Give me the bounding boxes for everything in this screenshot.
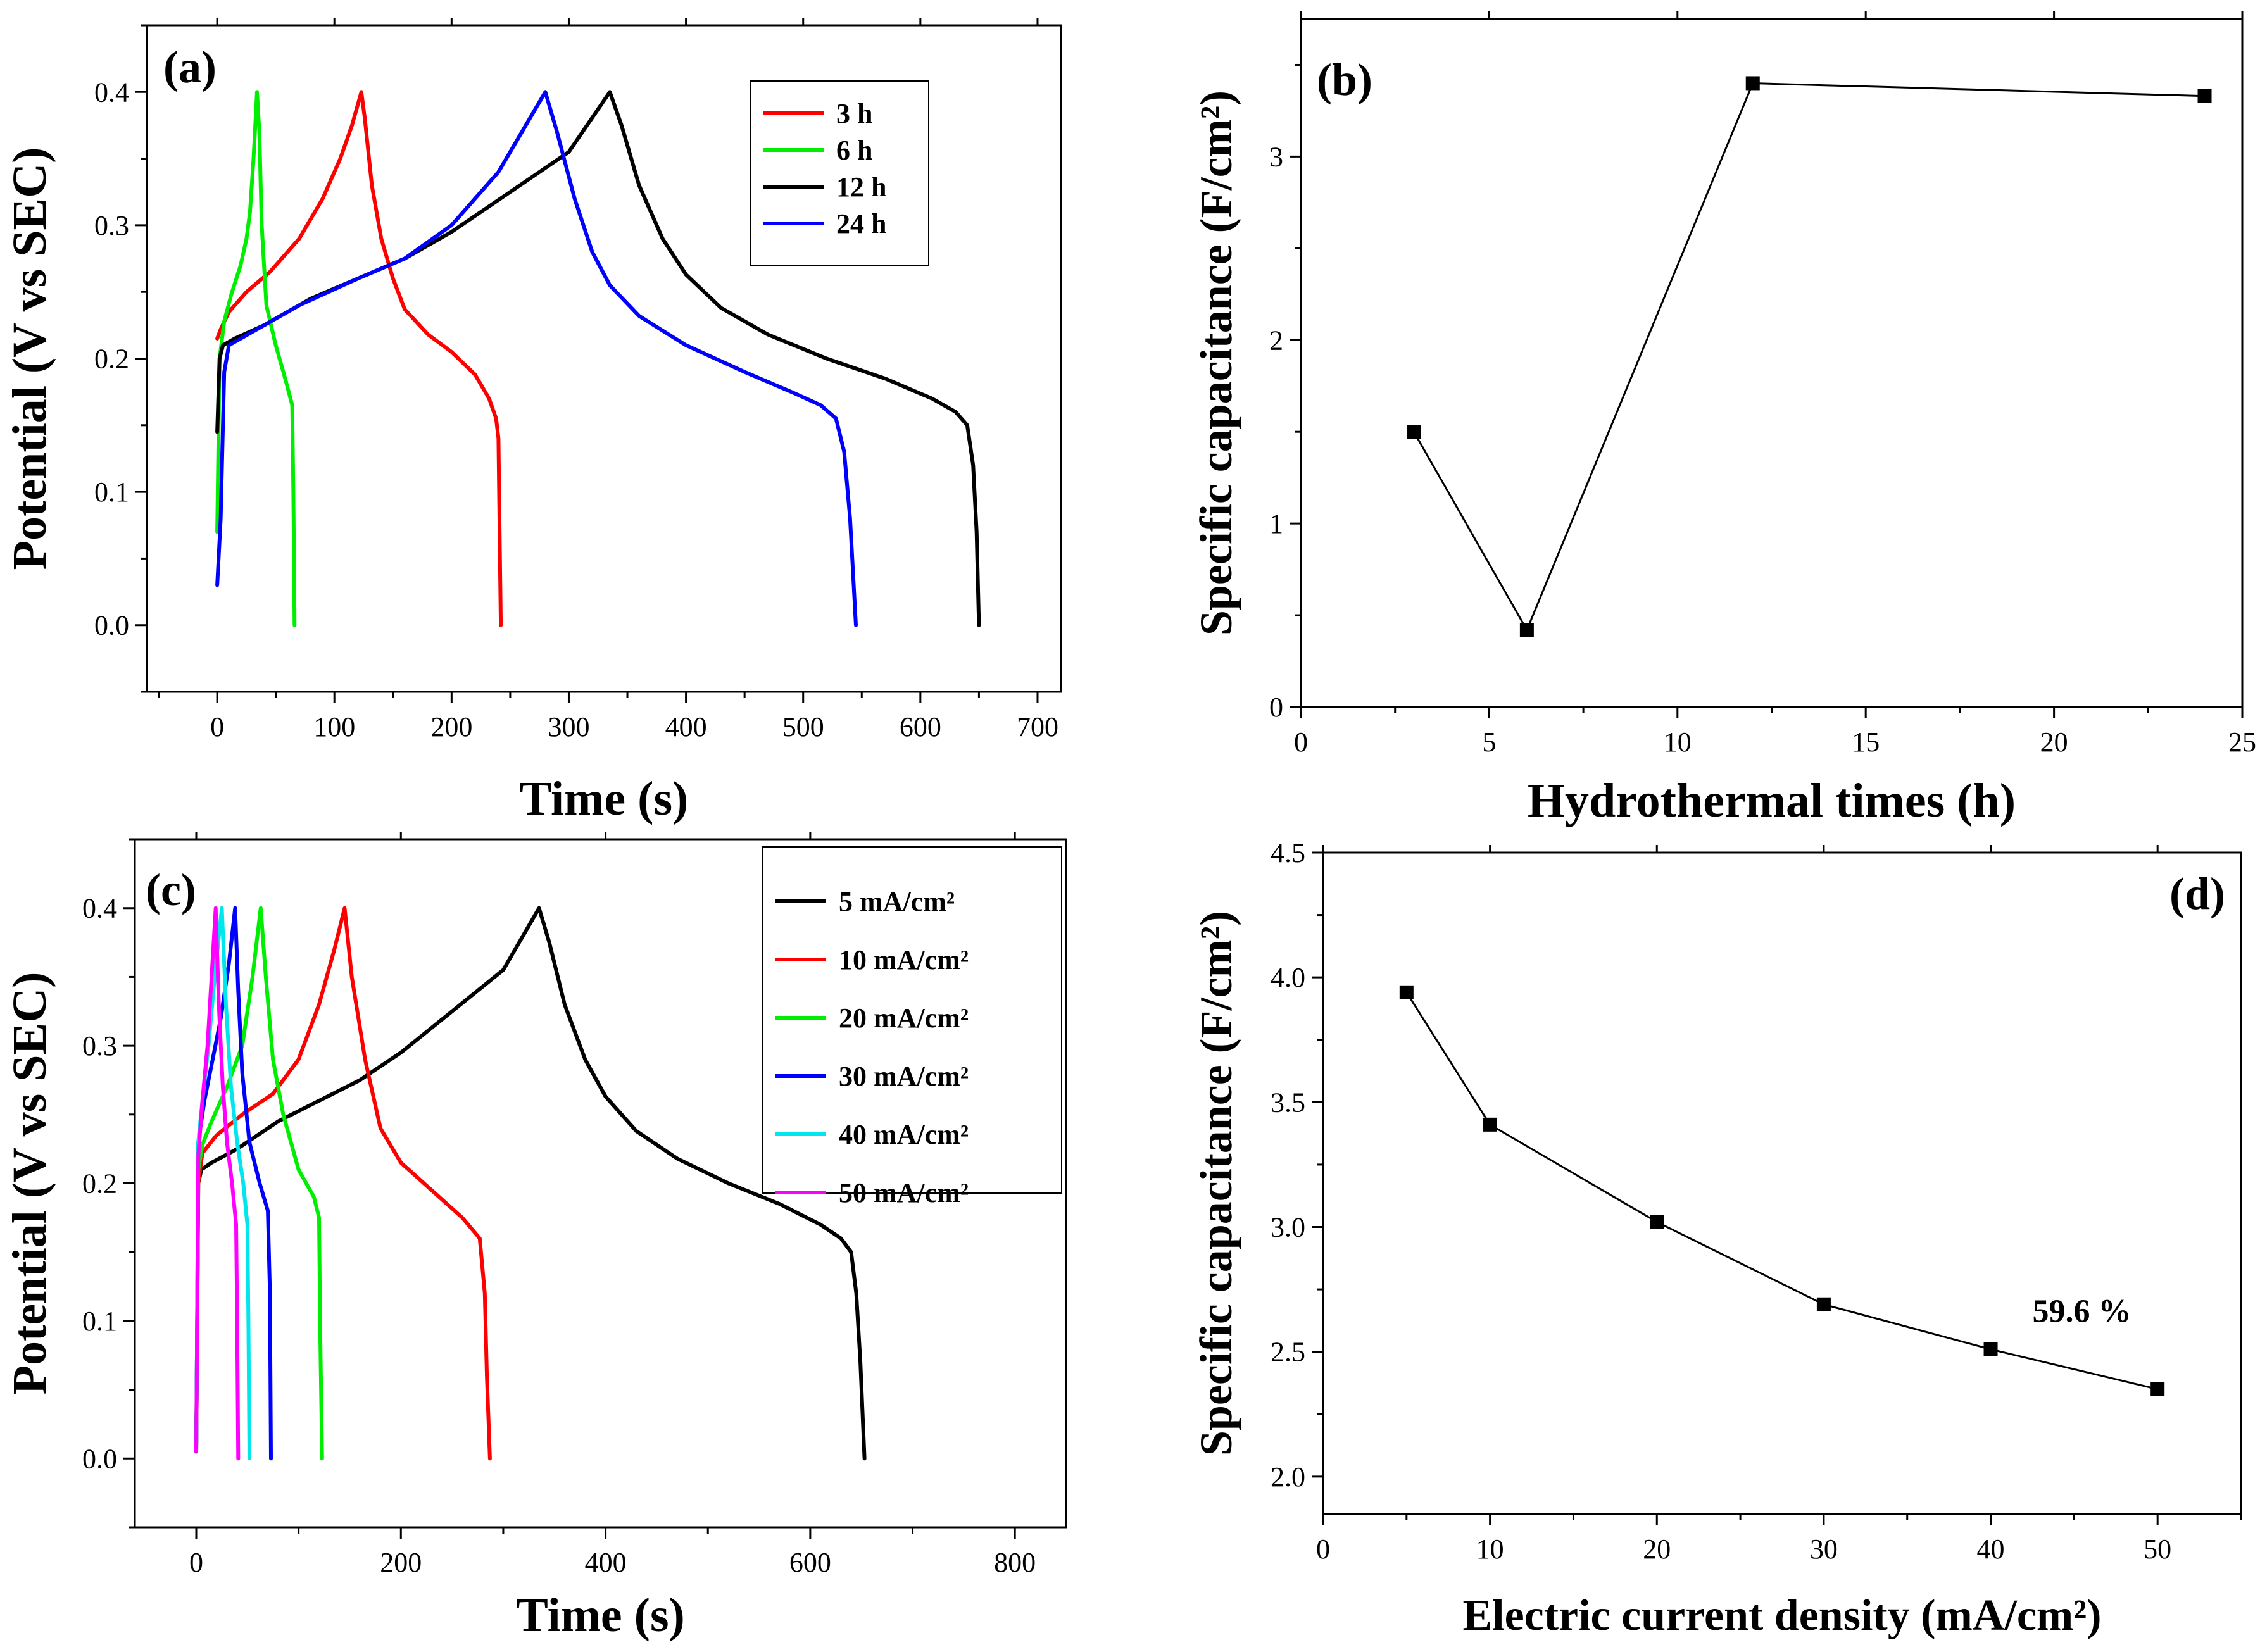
y-tick-label: 0.0: [94, 610, 129, 641]
series-line: [215, 90, 858, 627]
series-line: [194, 906, 867, 1461]
y-tick-label: 0.0: [82, 1443, 117, 1474]
series-line: [215, 90, 503, 627]
panel-label: (d): [2169, 868, 2225, 919]
x-tick-label: 10: [1664, 727, 1692, 758]
legend-label: 40 mA/cm²: [839, 1119, 969, 1150]
y-tick-label: 0.3: [94, 210, 129, 241]
data-point: [1519, 623, 1534, 637]
x-tick-label: 300: [548, 711, 589, 742]
legend-label: 10 mA/cm²: [839, 944, 969, 975]
legend-label: 5 mA/cm²: [839, 886, 955, 917]
data-point: [1816, 1297, 1831, 1311]
legend-label: 30 mA/cm²: [839, 1061, 969, 1092]
legend-label: 3 h: [836, 98, 872, 129]
data-point: [1650, 1215, 1664, 1229]
annotation-text: 59.6 %: [2032, 1293, 2131, 1329]
x-tick-label: 25: [2228, 727, 2256, 758]
x-tick-label: 20: [2040, 727, 2068, 758]
series-line: [194, 906, 324, 1461]
x-tick-label: 10: [1476, 1534, 1504, 1565]
panel-a: 0 100 200 300 400 500 600 700 0.0 0.1 0.2 0.3 0.4 Tim…: [3, 18, 1062, 825]
y-tick-label: 2: [1269, 325, 1283, 356]
y-tick-label: 0.4: [94, 77, 129, 108]
series-line: [215, 90, 297, 627]
y-tick-label: 0.2: [82, 1168, 117, 1199]
panel-label: (a): [163, 42, 217, 92]
series-line: [1413, 82, 2205, 632]
series-line: [1405, 991, 2158, 1391]
y-tick-label: 2.5: [1271, 1337, 1305, 1368]
y-axis-title: Specific capacitance (F/cm²): [1191, 91, 1241, 635]
y-tick-label: 0.2: [94, 344, 129, 375]
data-point: [2197, 89, 2212, 103]
y-tick-label: 0.1: [94, 477, 129, 508]
y-tick-label: 0.1: [82, 1306, 117, 1337]
y-tick-label: 0: [1269, 692, 1283, 723]
y-axis-title: Potential (V vs SEC): [3, 147, 56, 570]
x-tick-label: 100: [313, 711, 355, 742]
legend-label: 20 mA/cm²: [839, 1003, 969, 1034]
y-tick-label: 0.3: [82, 1030, 117, 1061]
y-tick-label: 3.5: [1271, 1087, 1305, 1118]
data-point: [1407, 425, 1421, 439]
x-tick-label: 0: [189, 1547, 203, 1578]
series-line: [194, 906, 251, 1461]
series-line: [194, 906, 273, 1461]
data-point: [2150, 1382, 2165, 1396]
y-tick-label: 4.5: [1271, 837, 1305, 868]
x-tick-label: 800: [994, 1547, 1036, 1578]
x-tick-label: 30: [1810, 1534, 1838, 1565]
legend-label: 24 h: [836, 208, 886, 239]
legend-label: 6 h: [836, 135, 872, 166]
x-tick-label: 15: [1852, 727, 1880, 758]
x-axis-title: Time (s): [520, 772, 689, 825]
y-tick-label: 3.0: [1271, 1212, 1305, 1243]
plot-frame: [1322, 851, 2242, 1515]
x-axis-title: Time (s): [516, 1589, 685, 1642]
x-tick-label: 200: [380, 1547, 422, 1578]
y-tick-label: 0.4: [82, 893, 117, 924]
series-line: [194, 906, 492, 1461]
data-point: [1983, 1342, 1998, 1356]
legend-label: 12 h: [836, 172, 886, 203]
x-tick-label: 0: [1294, 727, 1308, 758]
x-tick-label: 20: [1643, 1534, 1671, 1565]
y-tick-label: 2.0: [1271, 1461, 1305, 1492]
x-tick-label: 0: [1316, 1534, 1330, 1565]
x-tick-label: 700: [1017, 711, 1058, 742]
panel-c: 0 200 400 600 800 0.0 0.1 0.2 0.3 0.4 Time (s) Pote…: [3, 832, 1067, 1642]
panel-label: (b): [1317, 54, 1372, 105]
y-tick-label: 4.0: [1271, 962, 1305, 993]
panel-d: 0 10 20 30 40 50 2.0 2.5 3.0 3.5 4.0 4.5 Electric cu…: [1191, 837, 2242, 1640]
y-axis-title: Specific capacitance (F/cm²): [1191, 911, 1241, 1456]
x-tick-label: 600: [900, 711, 941, 742]
x-tick-label: 5: [1482, 727, 1496, 758]
x-tick-label: 400: [585, 1547, 627, 1578]
series-line: [194, 906, 241, 1461]
x-tick-label: 400: [665, 711, 707, 742]
x-tick-label: 0: [210, 711, 224, 742]
x-tick-label: 200: [430, 711, 472, 742]
data-point: [1483, 1117, 1497, 1132]
y-tick-label: 1: [1269, 508, 1283, 539]
x-axis-title: Hydrothermal times (h): [1528, 774, 2016, 827]
x-tick-label: 600: [789, 1547, 831, 1578]
x-tick-label: 500: [782, 711, 824, 742]
data-point: [1399, 985, 1414, 999]
plot-frame: [1300, 18, 2244, 708]
legend-label: 50 mA/cm²: [839, 1177, 969, 1208]
x-tick-label: 50: [2144, 1534, 2171, 1565]
y-tick-label: 3: [1269, 141, 1283, 172]
data-point: [1745, 76, 1760, 91]
x-tick-label: 40: [1977, 1534, 2005, 1565]
y-axis-title: Potential (V vs SEC): [3, 972, 56, 1395]
panel-label: (c): [146, 865, 196, 915]
panel-b: 0 5 10 15 20 25 0 1 2 3 Hydrothermal times (h) Spec…: [1191, 11, 2256, 827]
x-axis-title: Electric current density (mA/cm²): [1462, 1591, 2101, 1640]
